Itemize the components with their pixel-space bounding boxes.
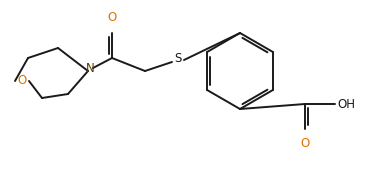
Text: N: N xyxy=(86,62,94,76)
Text: O: O xyxy=(300,137,310,150)
Text: OH: OH xyxy=(337,98,355,111)
Text: O: O xyxy=(17,74,27,87)
Text: O: O xyxy=(108,11,117,24)
Text: S: S xyxy=(174,52,182,64)
